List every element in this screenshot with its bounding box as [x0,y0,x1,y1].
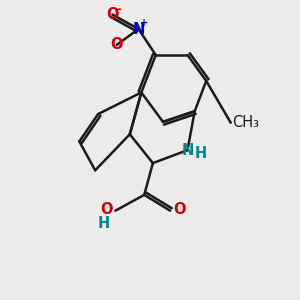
Text: +: + [140,18,148,28]
Text: O: O [111,38,123,52]
Text: O: O [106,7,119,22]
Text: N: N [181,142,194,158]
Text: O: O [100,202,112,217]
Text: N: N [132,22,145,37]
Text: H: H [194,146,207,161]
Text: O: O [173,202,186,217]
Text: -: - [116,3,121,16]
Text: CH₃: CH₃ [232,115,259,130]
Text: H: H [98,216,110,231]
